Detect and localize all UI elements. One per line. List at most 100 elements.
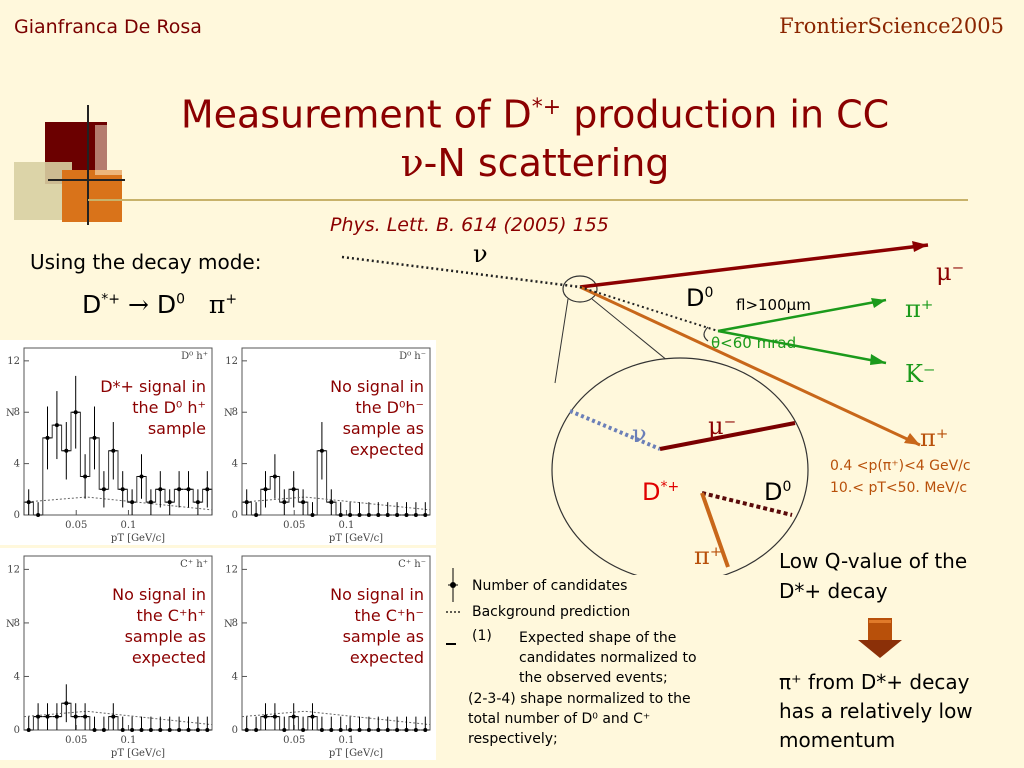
data-point	[272, 474, 277, 479]
data-point	[404, 513, 409, 517]
angle-cut: θ<60 mrad	[711, 334, 797, 352]
title-nu: ν	[400, 140, 424, 185]
y-tick-label: 12	[225, 564, 238, 575]
label-k-minus: K⁻	[905, 360, 936, 388]
data-point	[244, 500, 249, 505]
data-point	[282, 728, 287, 732]
y-tick-label: 12	[7, 564, 20, 575]
x-tick-label: 0.1	[120, 520, 136, 531]
data-point	[366, 728, 371, 732]
panel-corner-label: C⁺ h⁻	[398, 559, 426, 570]
panel-corner-label: C⁺ h⁺	[180, 559, 208, 570]
zoom-label-pi: π⁺	[694, 542, 723, 570]
conclusion-line: π⁺ from D*+ decay	[779, 670, 970, 694]
data-point	[291, 714, 296, 719]
paper-reference: Phys. Lett. B. 614 (2005) 155	[330, 214, 609, 236]
data-point	[92, 435, 97, 440]
x-axis-label: pT [GeV/c]	[111, 748, 165, 759]
zoom-d0-text: D	[764, 478, 783, 506]
panel-annotation-line: D*+ signal in	[100, 377, 206, 396]
histogram-step	[241, 450, 430, 516]
x-axis-label: pT [GeV/c]	[111, 533, 165, 544]
eq-arrow: →	[127, 290, 149, 319]
author-name: Gianfranca De Rosa	[14, 16, 202, 38]
x-tick-label: 0.05	[65, 735, 87, 746]
data-point	[111, 448, 116, 453]
zoom-muon	[659, 421, 796, 451]
data-point	[263, 714, 268, 719]
histogram-panel: 0 4 8 12 N 0.05 0.1 pT [GeV/c] D⁰ h⁻	[218, 340, 436, 545]
shape-marker	[446, 643, 456, 645]
data-point	[301, 728, 306, 732]
plot-frame	[23, 347, 213, 516]
data-point	[177, 487, 182, 492]
x-tick-label: 0.05	[65, 520, 87, 531]
y-tick-label: 8	[232, 407, 238, 418]
background-curve	[241, 710, 431, 726]
data-point	[319, 448, 324, 453]
histogram-step	[24, 702, 212, 731]
eq-dstar-sup: *+	[101, 291, 120, 308]
zoom-label-mu: μ⁻	[708, 412, 737, 440]
pion-track	[717, 298, 887, 333]
data-point	[319, 728, 324, 732]
data-point	[366, 513, 371, 517]
data-point	[45, 714, 50, 719]
data-point	[73, 410, 78, 415]
data-point	[254, 513, 259, 517]
data-point	[73, 714, 78, 719]
muon-track	[579, 243, 929, 289]
data-point	[413, 728, 418, 732]
panel-annotation-line: the C⁺h⁺	[136, 606, 206, 625]
zoom-label-d0: D0	[764, 478, 791, 506]
data-point	[385, 513, 390, 517]
data-point	[139, 474, 144, 479]
data-point	[83, 714, 88, 719]
panel-annotation: D*+ signal in the D⁰ h⁺ sample	[100, 376, 206, 439]
d0-text: D	[686, 284, 705, 312]
kaon-track	[717, 329, 887, 365]
background-marker	[446, 611, 462, 613]
data-point	[310, 714, 315, 719]
panel-annotation: No signal in the D⁰h⁻ sample as expected	[330, 376, 424, 460]
panel-annotation-line: expected	[349, 648, 424, 667]
legend-background: Background prediction	[472, 604, 631, 620]
data-point	[177, 728, 182, 732]
eq-d0-sup: 0	[176, 291, 186, 308]
y-tick-label: 4	[14, 671, 20, 682]
y-tick-label: 8	[14, 407, 20, 418]
panel-annotation-line: the D⁰ h⁺	[132, 398, 206, 417]
data-point	[357, 728, 362, 732]
x-tick-label: 0.1	[338, 520, 354, 531]
y-tick-label: 4	[14, 459, 20, 470]
eq-d0: D	[156, 290, 177, 319]
y-axis-label: N	[224, 408, 233, 419]
panel-annotation-line: the D⁰h⁻	[355, 398, 424, 417]
background-curve	[23, 496, 213, 511]
panel-annotation-line: sample as	[342, 419, 424, 438]
down-arrow	[858, 618, 902, 658]
data-point	[186, 728, 191, 732]
data-point	[291, 487, 296, 492]
histogram-step	[242, 716, 430, 731]
data-point	[385, 728, 390, 732]
y-tick-label: 0	[232, 725, 238, 736]
x-tick-label: 0.1	[120, 735, 136, 746]
data-point	[130, 500, 135, 505]
data-point	[423, 728, 428, 732]
data-point	[395, 513, 400, 517]
panel-corner-label: D⁰ h⁺	[181, 351, 208, 362]
note-2-line: respectively;	[468, 731, 558, 747]
zoom-neutrino	[569, 409, 661, 451]
zoom-dstar-text: D	[642, 478, 661, 506]
eq-dstar: D	[82, 290, 102, 319]
y-tick-label: 12	[7, 356, 20, 367]
data-point	[158, 728, 163, 732]
data-point	[101, 728, 106, 732]
data-point	[272, 714, 277, 719]
panel-annotation: No signal in the C⁺h⁺ sample as expected	[112, 584, 206, 668]
zoom-label-dstar: D*+	[642, 478, 679, 506]
zoom-d0-sup: 0	[782, 479, 792, 495]
panel-annotation-line: sample as	[124, 627, 206, 646]
panel-annotation-line: sample	[147, 419, 206, 438]
